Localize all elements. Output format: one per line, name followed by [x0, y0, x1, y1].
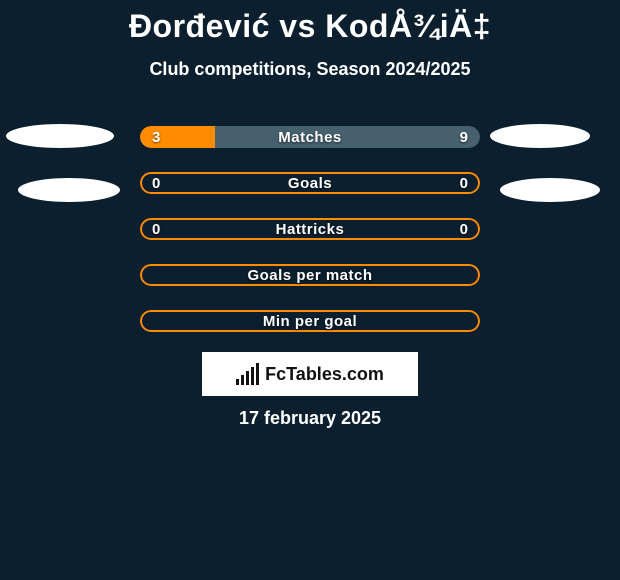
stat-rows: 39Matches 00Goals 00Hattricks Goals per mat… [140, 126, 480, 356]
stat-label: Goals per match [140, 264, 480, 286]
player-photo-placeholder [6, 124, 114, 148]
player-right-name: KodÅ¾iÄ‡ [325, 8, 491, 44]
stat-label: Matches [140, 126, 480, 148]
stat-row: Goals per match [140, 264, 480, 286]
player-photo-placeholder [500, 178, 600, 202]
fctables-logo[interactable]: FcTables.com [202, 352, 418, 396]
stat-label: Min per goal [140, 310, 480, 332]
player-photo-placeholder [490, 124, 590, 148]
stat-row: 00Goals [140, 172, 480, 194]
footer-date: 17 february 2025 [0, 408, 620, 429]
stat-row: 00Hattricks [140, 218, 480, 240]
stat-row: Min per goal [140, 310, 480, 332]
stat-label: Hattricks [140, 218, 480, 240]
title-vs: vs [270, 8, 325, 44]
logo-text: FcTables.com [265, 364, 384, 385]
stat-label: Goals [140, 172, 480, 194]
page-title: Đorđević vs KodÅ¾iÄ‡ [0, 0, 620, 45]
player-photo-placeholder [18, 178, 120, 202]
subtitle: Club competitions, Season 2024/2025 [0, 59, 620, 80]
player-left-name: Đorđević [129, 8, 270, 44]
stat-row: 39Matches [140, 126, 480, 148]
bar-chart-icon [236, 363, 259, 385]
